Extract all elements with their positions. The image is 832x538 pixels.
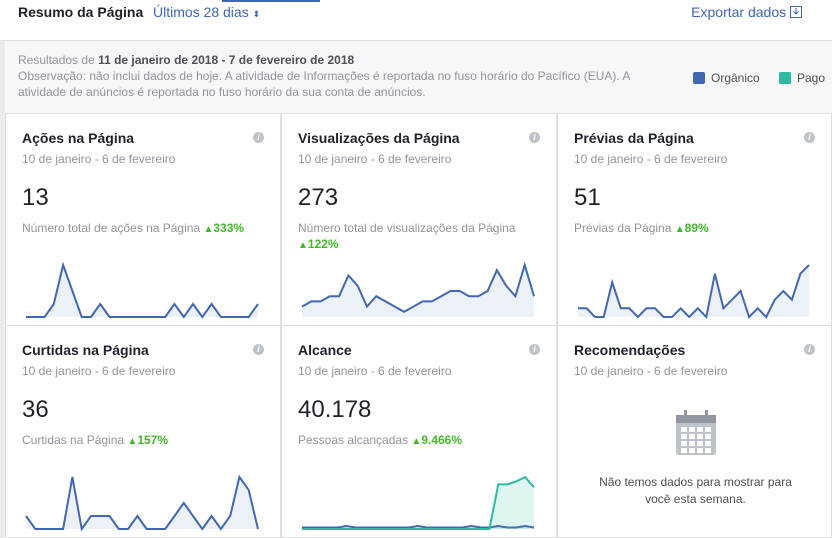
card-date-range: 10 de janeiro - 6 de fevereiro xyxy=(574,364,728,378)
description-text: Número total de visualizações da Página xyxy=(298,221,516,235)
card-title: Visualizações da Página xyxy=(298,130,460,146)
empty-card: i Recomendações 10 de janeiro - 6 de fever… xyxy=(557,325,832,538)
card-title: Curtidas na Página xyxy=(22,342,149,358)
organic-line xyxy=(26,261,259,319)
change: ▲122% xyxy=(298,237,339,251)
change-arrow: ▲ xyxy=(203,224,214,235)
organic-line xyxy=(578,264,810,320)
change-arrow: ▲ xyxy=(298,240,308,251)
change: ▲333% xyxy=(203,221,244,235)
legend-swatch xyxy=(779,72,791,84)
info-box: Resultados de 11 de janeiro de 2018 - 7 … xyxy=(5,41,832,113)
card-value: 273 xyxy=(298,184,339,211)
results-range: 11 de janeiro de 2018 - 7 de fevereiro d… xyxy=(98,53,355,67)
empty-message: Não temos dados para mostrar para você e… xyxy=(599,475,792,506)
period-selector[interactable]: Últimos 28 dias ⬍ xyxy=(153,4,261,20)
card-description: Prévias da Página ▲89% xyxy=(574,220,819,238)
card-value: 51 xyxy=(574,184,601,211)
organic-line xyxy=(25,474,259,532)
info-icon: i xyxy=(253,132,264,143)
metric-card: i Curtidas na Página 10 de janeiro - 6 de … xyxy=(5,325,281,538)
legend-item: Orgânico xyxy=(693,71,760,85)
sparkline xyxy=(26,261,259,319)
card-description: Número total de visualizações da Página … xyxy=(298,220,543,254)
change-arrow: ▲ xyxy=(127,436,138,447)
card-date-range: 10 de janeiro - 6 de fevereiro xyxy=(298,152,452,166)
description-text: Curtidas na Página xyxy=(22,433,125,447)
sparkline xyxy=(25,474,259,532)
organic-area xyxy=(578,265,809,317)
sparkline xyxy=(301,261,535,317)
paid-area xyxy=(302,477,534,529)
sparkline xyxy=(578,264,810,320)
info-note: Observação: não inclui dados de hoje. A … xyxy=(18,69,630,99)
legend-label: Pago xyxy=(797,71,826,85)
period-label[interactable]: Últimos 28 dias xyxy=(153,4,249,20)
card-value: 36 xyxy=(22,396,49,423)
card-value: 40.178 xyxy=(298,396,372,423)
info-icon: i xyxy=(529,344,540,355)
change: ▲157% xyxy=(127,433,168,447)
info-icon: i xyxy=(804,344,815,355)
card-title: Ações na Página xyxy=(22,130,135,146)
card-date-range: 10 de janeiro - 6 de fevereiro xyxy=(22,364,176,378)
card-description: Curtidas na Página ▲157% xyxy=(22,432,267,450)
change-value: 157% xyxy=(137,433,169,447)
description-text: Pessoas alcançadas xyxy=(298,433,409,447)
card-description: Número total de ações na Página ▲333% xyxy=(22,220,267,238)
change: ▲89% xyxy=(675,221,709,235)
card-date-range: 10 de janeiro - 6 de fevereiro xyxy=(574,152,728,166)
legend-item: Pago xyxy=(779,71,825,85)
legend-label: Orgânico xyxy=(711,71,760,85)
export-label[interactable]: Exportar dados xyxy=(691,4,787,20)
download-icon xyxy=(790,6,802,18)
info-text: Resultados de 11 de janeiro de 2018 - 7 … xyxy=(18,52,658,100)
calendar-icon xyxy=(676,410,716,455)
card-title: Prévias da Página xyxy=(574,130,694,146)
card-title: Recomendações xyxy=(574,342,686,358)
header: Resumo da Página Últimos 28 dias ⬍ Expor… xyxy=(0,0,832,41)
organic-line xyxy=(301,261,535,313)
change: ▲9.466% xyxy=(411,433,462,447)
metric-card: i Prévias da Página 10 de janeiro - 6 de f… xyxy=(557,113,832,326)
card-date-range: 10 de janeiro - 6 de fevereiro xyxy=(298,364,452,378)
info-icon: i xyxy=(529,132,540,143)
change-value: 9.466% xyxy=(421,433,463,447)
card-value: 13 xyxy=(22,184,49,211)
page-title: Resumo da Página xyxy=(18,4,144,20)
card-date-range: 10 de janeiro - 6 de fevereiro xyxy=(22,152,176,166)
description-text: Número total de ações na Página xyxy=(22,221,201,235)
change-arrow: ▲ xyxy=(411,436,422,447)
change-arrow: ▲ xyxy=(674,224,685,235)
info-icon: i xyxy=(804,132,815,143)
change-value: 122% xyxy=(307,237,339,251)
paid-line xyxy=(302,475,535,530)
card-description: Pessoas alcançadas ▲9.466% xyxy=(298,432,543,450)
export-button[interactable]: Exportar dados xyxy=(691,4,802,20)
tab-indicator xyxy=(222,0,320,2)
results-prefix: Resultados de xyxy=(18,53,95,67)
metric-card: i Alcance 10 de janeiro - 6 de fevereiro 40… xyxy=(281,325,557,538)
sparkline xyxy=(302,475,535,530)
organic-area xyxy=(26,477,258,529)
organic-area xyxy=(302,265,534,317)
change-value: 333% xyxy=(213,221,245,235)
organic-line xyxy=(302,524,535,529)
card-title: Alcance xyxy=(298,342,352,358)
metric-card: i Visualizações da Página 10 de janeiro - … xyxy=(281,113,557,326)
change-value: 89% xyxy=(684,221,709,235)
description-text: Prévias da Página xyxy=(574,221,672,235)
info-icon: i xyxy=(253,344,264,355)
legend-swatch xyxy=(693,72,705,84)
metric-card: i Ações na Página 10 de janeiro - 6 de fev… xyxy=(5,113,281,326)
